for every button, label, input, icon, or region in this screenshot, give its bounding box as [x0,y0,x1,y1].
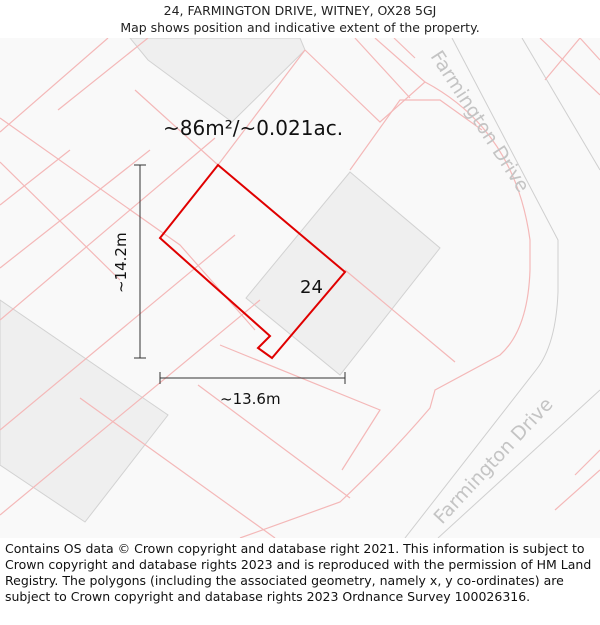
building-top [129,38,306,123]
copyright-notice: Contains OS data © Crown copyright and d… [5,541,592,604]
width-label: ~13.6m [220,390,281,408]
property-address-title: 24, FARMINGTON DRIVE, WITNEY, OX28 5GJ [163,3,437,18]
building-left [0,299,169,523]
area-label: ~86m²/~0.021ac. [163,116,343,140]
property-boundary[interactable] [158,163,347,360]
height-dimension-line [134,164,146,359]
house-number-label: 24 [300,277,323,298]
width-dimension-line [159,372,346,384]
map-subtitle: Map shows position and indicative extent… [120,20,480,35]
property-map[interactable]: Farmington Drive Farmington Drive ~86m²/… [0,38,600,538]
height-label: ~14.2m [112,232,130,293]
road-layer [404,38,600,538]
map-header: 24, FARMINGTON DRIVE, WITNEY, OX28 5GJ M… [0,0,600,40]
